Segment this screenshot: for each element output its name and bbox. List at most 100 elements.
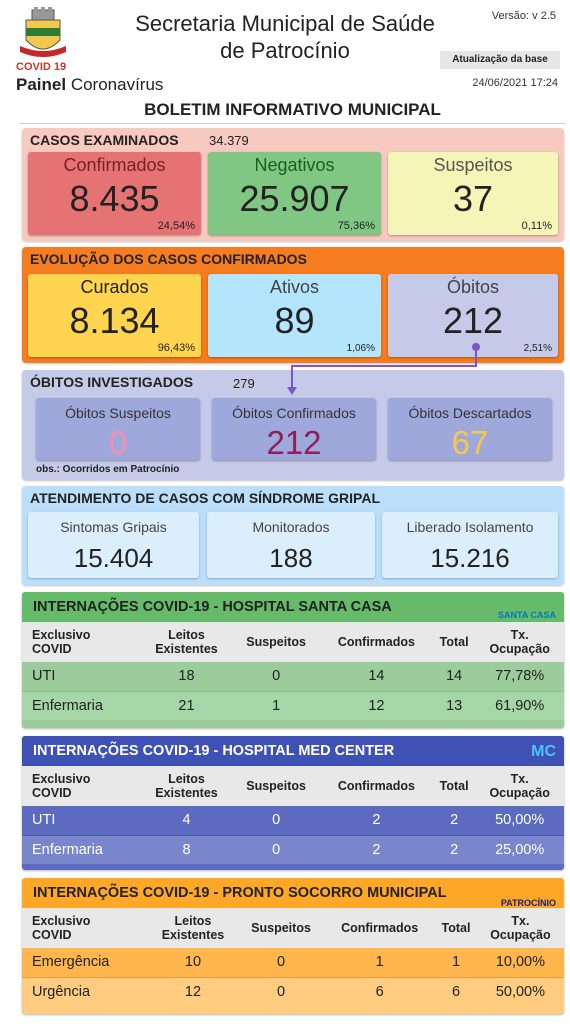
obitos-pct: 2,51% <box>523 343 552 354</box>
col-suspeitos: Suspeitos <box>246 635 306 649</box>
obitos-confirmados-card[interactable]: Óbitos Confirmados 212 <box>212 398 376 461</box>
obitos-card[interactable]: Óbitos 212 2,51% <box>388 274 558 357</box>
col-confirmados: Confirmados <box>337 635 415 649</box>
cell-tx: 25,00% <box>495 841 545 858</box>
cell-suspeitos: 0 <box>277 954 286 971</box>
table-row: Enfermaria 8 0 2 2 25,00% <box>22 835 564 864</box>
cell-tipo: Enfermaria <box>32 697 103 714</box>
obitos-suspeitos-label: Óbitos Suspeitos <box>65 405 171 421</box>
santa-casa-table: Exclusivo COVID Leitos Existentes Suspeito… <box>22 622 564 720</box>
cell-tx: 50,00% <box>495 983 546 1000</box>
cell-leitos: 18 <box>178 668 195 685</box>
cell-total: 13 <box>446 697 463 714</box>
update-base-label: Atualização da base <box>440 51 560 69</box>
col-suspeitos: Suspeitos <box>246 779 306 793</box>
page-title: Secretaria Municipal de Saúde de Patrocí… <box>135 11 435 63</box>
cell-confirmados: 12 <box>368 697 385 714</box>
update-datetime: 24/06/2021 17:24 <box>472 77 558 89</box>
med-center-title: INTERNAÇÕES COVID-19 - HOSPITAL MED CENT… <box>22 736 564 766</box>
col-suspeitos: Suspeitos <box>251 921 311 935</box>
table-header-row: Exclusivo COVID Leitos Existentes Suspeito… <box>22 908 564 948</box>
col-total: Total <box>439 779 469 793</box>
ativos-pct: 1,06% <box>346 343 375 354</box>
obitos-confirmados-value: 212 <box>266 424 322 461</box>
cell-tipo: Enfermaria <box>32 841 103 858</box>
cell-confirmados: 6 <box>375 983 384 1000</box>
cell-suspeitos: 1 <box>272 697 281 714</box>
cell-total: 6 <box>451 983 461 1000</box>
med-center-table-panel: INTERNAÇÕES COVID-19 - HOSPITAL MED CENT… <box>22 736 564 870</box>
cell-leitos: 8 <box>182 841 191 858</box>
pronto-socorro-title: INTERNAÇÕES COVID-19 - PRONTO SOCORRO MU… <box>22 878 564 908</box>
med-center-table: Exclusivo COVID Leitos Existentes Suspeito… <box>22 766 564 864</box>
confirmados-card[interactable]: Confirmados 8.435 24,54% <box>28 152 201 235</box>
suspeitos-card[interactable]: Suspeitos 37 0,11% <box>388 152 558 235</box>
santa-casa-title: INTERNAÇÕES COVID-19 - HOSPITAL SANTA CA… <box>22 592 564 622</box>
table-row: Emergência 10 0 1 1 10,00% <box>22 948 564 977</box>
cell-total: 1 <box>451 954 461 971</box>
col-confirmados: Confirmados <box>337 779 415 793</box>
obitos-value: 212 <box>442 300 504 341</box>
cell-tx: 10,00% <box>495 954 546 971</box>
pronto-socorro-table: Exclusivo COVID Leitos Existentes Suspeito… <box>22 908 564 1006</box>
negativos-pct: 75,36% <box>337 220 375 232</box>
cell-tx: 50,00% <box>495 812 545 829</box>
ativos-label: Ativos <box>269 277 320 297</box>
negativos-label: Negativos <box>254 155 335 175</box>
evolucao-title: EVOLUÇÃO DOS CASOS CONFIRMADOS <box>30 251 307 267</box>
santa-casa-table-panel: INTERNAÇÕES COVID-19 - HOSPITAL SANTA CA… <box>22 592 564 728</box>
obitos-investigados-total: 279 <box>233 376 255 391</box>
cell-tx: 61,90% <box>495 697 545 714</box>
col-tx-ocupacao: Tx. Ocupação <box>489 628 550 656</box>
col-exclusivo-covid: Exclusivo COVID <box>32 628 91 656</box>
covid-label: COVID 19 <box>16 61 67 73</box>
cell-confirmados: 2 <box>372 841 381 858</box>
liberado-isolamento-card[interactable]: Liberado Isolamento 15.216 <box>382 512 558 578</box>
santa-casa-logo: SANTA CASA <box>498 610 556 620</box>
city-coat-of-arms-logo <box>20 7 66 57</box>
ativos-card[interactable]: Ativos 89 1,06% <box>208 274 381 357</box>
cell-confirmados: 14 <box>368 668 385 685</box>
casos-examinados-title: CASOS EXAMINADOS <box>30 132 179 148</box>
negativos-value: 25.907 <box>239 178 350 219</box>
table-header-row: Exclusivo COVID Leitos Existentes Suspeito… <box>22 622 564 662</box>
curados-value: 8.134 <box>69 300 160 341</box>
sindrome-gripal-title: ATENDIMENTO DE CASOS COM SÍNDROME GRIPAL <box>30 490 381 506</box>
sintomas-gripais-card[interactable]: Sintomas Gripais 15.404 <box>28 512 199 578</box>
ativos-value: 89 <box>274 300 315 341</box>
evolucao-panel: EVOLUÇÃO DOS CASOS CONFIRMADOS Curados 8… <box>22 247 564 363</box>
monitorados-card[interactable]: Monitorados 188 <box>207 512 375 578</box>
confirmados-label: Confirmados <box>63 155 166 175</box>
med-center-logo: MC <box>531 743 556 760</box>
cell-total: 2 <box>450 841 459 858</box>
confirmados-pct: 24,54% <box>157 220 195 232</box>
obitos-suspeitos-card[interactable]: Óbitos Suspeitos 0 <box>36 398 200 461</box>
cell-tx: 77,78% <box>495 668 545 685</box>
obitos-investigados-title: ÓBITOS INVESTIGADOS <box>30 374 194 390</box>
confirmados-value: 8.435 <box>69 178 160 219</box>
negativos-card[interactable]: Negativos 25.907 75,36% <box>208 152 381 235</box>
cell-leitos: 4 <box>182 812 191 829</box>
obitos-investigados-panel: ÓBITOS INVESTIGADOS 279 Óbitos Suspeitos… <box>22 370 564 480</box>
obitos-label: Óbitos <box>446 277 500 297</box>
monitorados-label: Monitorados <box>252 519 330 535</box>
col-leitos-existentes: Leitos Existentes <box>155 772 218 800</box>
casos-examinados-total: 34.379 <box>209 133 249 148</box>
boletim-title: BOLETIM INFORMATIVO MUNICIPAL <box>20 100 565 124</box>
cell-leitos: 21 <box>178 697 195 714</box>
col-leitos-existentes: Leitos Existentes <box>155 628 218 656</box>
monitorados-value: 188 <box>269 543 313 573</box>
painel-title: Painel Coronavírus <box>16 75 164 94</box>
curados-pct: 96,43% <box>157 342 195 354</box>
obitos-descartados-card[interactable]: Óbitos Descartados 67 <box>388 398 552 461</box>
curados-card[interactable]: Curados 8.134 96,43% <box>28 274 201 357</box>
col-tx-ocupacao: Tx. Ocupação <box>489 772 550 800</box>
cell-suspeitos: 0 <box>272 841 281 858</box>
obitos-suspeitos-value: 0 <box>108 424 128 461</box>
pronto-socorro-table-panel: INTERNAÇÕES COVID-19 - PRONTO SOCORRO MU… <box>22 878 564 1014</box>
col-total: Total <box>441 921 471 935</box>
col-exclusivo-covid: Exclusivo COVID <box>32 914 91 942</box>
suspeitos-pct: 0,11% <box>521 220 552 232</box>
cell-suspeitos: 0 <box>277 983 286 1000</box>
cell-tipo: Urgência <box>32 983 91 1000</box>
